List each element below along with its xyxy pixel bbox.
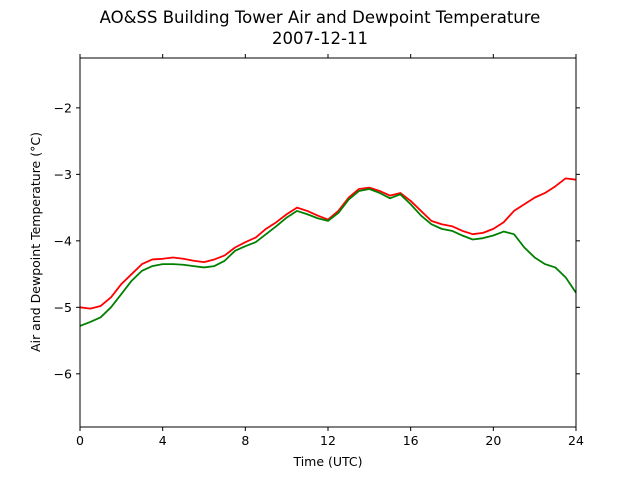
y-tick-label: −2: [54, 100, 72, 115]
chart-subtitle-date: 2007-12-11: [272, 29, 368, 48]
y-tick-label: −4: [54, 233, 72, 248]
plot-lines: [79, 177, 577, 327]
x-axis-ticks: 0 4 8 12 16 20 24: [76, 54, 584, 448]
y-tick-label: −3: [54, 167, 72, 182]
x-tick-label: 16: [403, 433, 419, 448]
x-tick-label: 24: [568, 433, 584, 448]
x-tick-label: 8: [241, 433, 249, 448]
x-tick-label: 0: [76, 433, 84, 448]
x-tick-label: 20: [485, 433, 501, 448]
x-tick-label: 12: [320, 433, 336, 448]
series-line-1: [79, 188, 577, 327]
plot-frame: [79, 57, 577, 428]
y-tick-label: −5: [54, 300, 72, 315]
x-axis-label: Time (UTC): [292, 454, 362, 469]
y-axis-ticks: −6 −5 −4 −3 −2: [54, 100, 580, 381]
y-axis-label: Air and Dewpoint Temperature (°C): [28, 132, 43, 352]
x-tick-label: 4: [159, 433, 167, 448]
chart-title: AO&SS Building Tower Air and Dewpoint Te…: [99, 8, 541, 27]
y-tick-label: −6: [54, 366, 72, 381]
series-line-0: [79, 177, 577, 310]
